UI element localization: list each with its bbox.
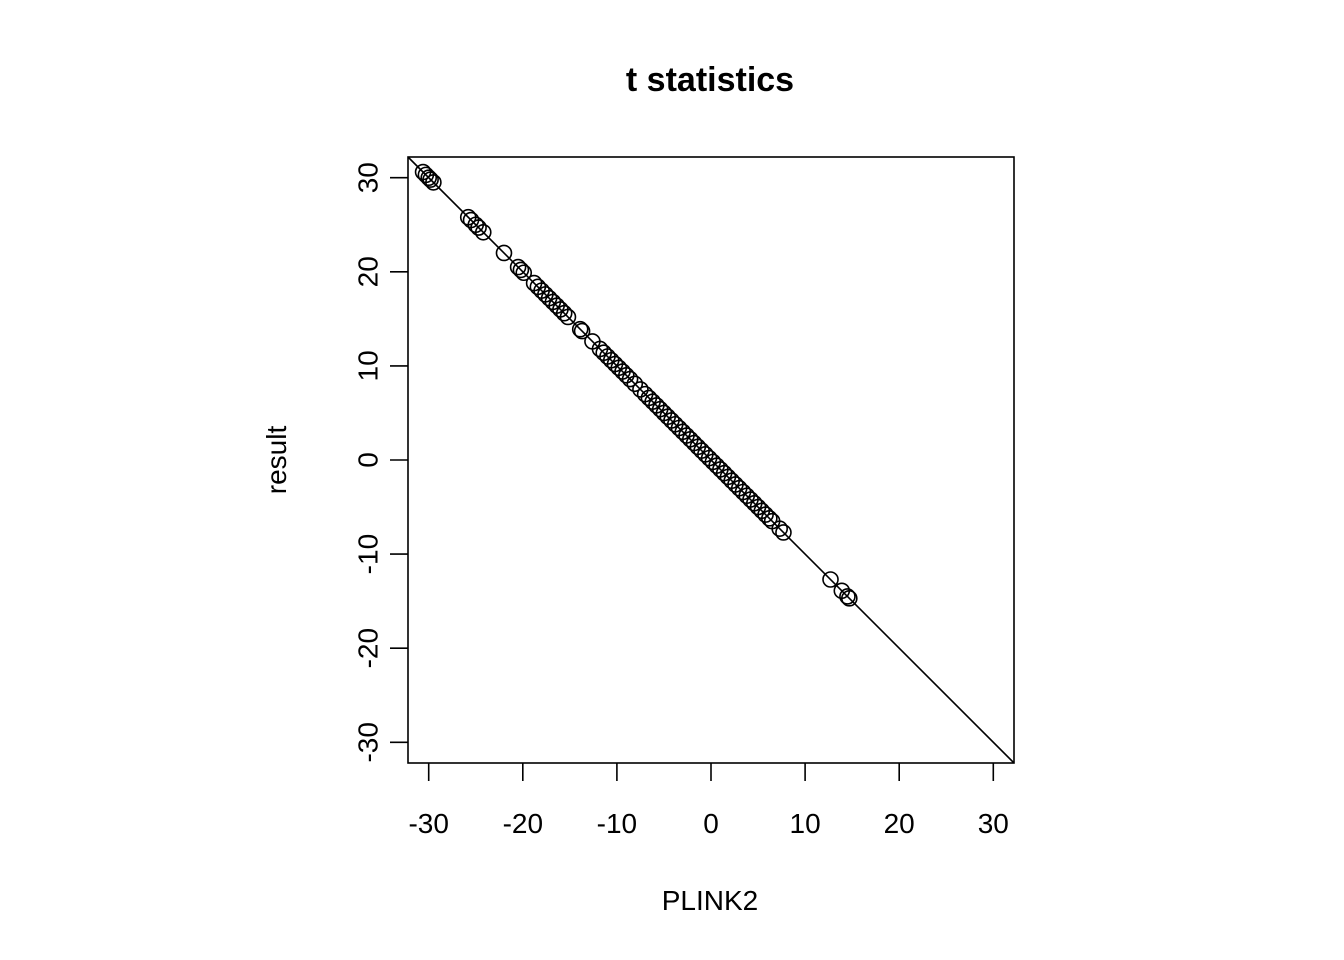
data-point-12 xyxy=(512,261,530,279)
data-point-13 xyxy=(515,264,533,282)
data-point-10 xyxy=(495,244,513,262)
y-tick-label-4: 10 xyxy=(352,350,383,381)
data-point-36 xyxy=(626,375,644,393)
data-point-71 xyxy=(761,510,778,527)
data-point-74 xyxy=(775,524,792,541)
plot-area xyxy=(407,156,1015,764)
data-point-73 xyxy=(771,520,788,537)
data-point-24 xyxy=(571,320,589,338)
data-points xyxy=(414,163,858,607)
x-tick-label-0: -30 xyxy=(408,808,448,839)
data-point-37 xyxy=(632,381,649,398)
data-point-34 xyxy=(618,367,635,384)
data-point-3 xyxy=(422,171,439,188)
x-tick-label-5: 20 xyxy=(884,808,915,839)
x-tick-label-4: 10 xyxy=(790,808,821,839)
chart-title: t statistics xyxy=(626,61,794,99)
data-point-25 xyxy=(573,322,591,340)
x-axis-label: PLINK2 xyxy=(662,885,759,916)
data-point-2 xyxy=(420,169,438,187)
data-point-35 xyxy=(621,370,639,388)
x-tick-label-6: 30 xyxy=(978,808,1009,839)
data-point-78 xyxy=(841,590,858,607)
y-axis-label: result xyxy=(261,426,292,495)
data-point-4 xyxy=(425,174,442,191)
data-point-70 xyxy=(757,506,774,523)
x-tick-label-1: -20 xyxy=(503,808,543,839)
x-tick-label-2: -10 xyxy=(597,808,637,839)
y-tick-label-3: 0 xyxy=(352,452,383,468)
data-point-11 xyxy=(509,258,527,276)
y-tick-label-2: -10 xyxy=(352,534,383,574)
y-tick-label-6: 30 xyxy=(352,162,383,193)
data-point-9 xyxy=(474,223,492,241)
data-point-22 xyxy=(555,304,573,322)
data-point-77 xyxy=(839,588,856,605)
y-tick-label-1: -20 xyxy=(352,628,383,668)
y-tick-label-0: -30 xyxy=(352,722,383,762)
y-axis: -30 -20 -10 0 10 20 30 xyxy=(352,162,408,763)
data-point-8 xyxy=(470,219,487,236)
y-tick-label-5: 20 xyxy=(352,256,383,287)
x-tick-label-3: 0 xyxy=(703,808,719,839)
data-point-23 xyxy=(559,308,577,326)
x-axis: -30 -20 -10 0 10 20 30 xyxy=(408,763,1009,839)
data-point-75 xyxy=(822,571,839,588)
